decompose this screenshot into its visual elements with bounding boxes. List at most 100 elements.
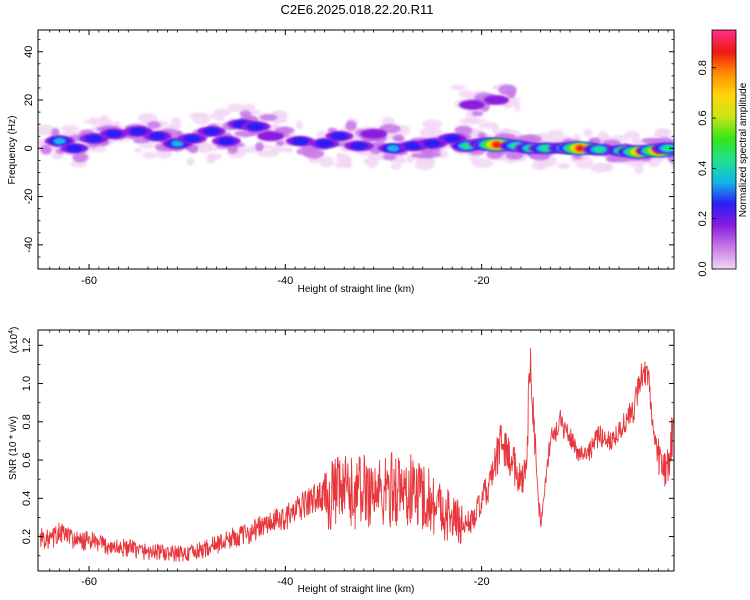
heatmap-contour <box>247 122 265 131</box>
x-tick-label: -40 <box>277 576 293 588</box>
heatmap-marks <box>38 83 684 175</box>
heatmap-contour <box>423 139 442 148</box>
heatmap-halo <box>214 111 226 122</box>
heatmap-halo <box>437 149 448 159</box>
heatmap-halo <box>345 120 357 131</box>
colorbar-tick-label: 0.4 <box>697 161 709 176</box>
y-tick-label: 0.8 <box>21 414 33 429</box>
heatmap-halo <box>142 151 159 159</box>
heatmap-halo <box>544 160 551 166</box>
heatmap-halo <box>590 163 611 173</box>
heatmap-halo <box>514 101 521 112</box>
heatmap-contour <box>539 145 552 152</box>
snr-x-ticks: -60 -40 -20 <box>49 330 669 588</box>
colorbar-tick-label: 0.6 <box>697 110 709 125</box>
heatmap-halo <box>634 162 644 175</box>
heatmap-halo <box>318 156 334 168</box>
heatmap-halo <box>295 120 303 130</box>
heatmap-halo <box>506 89 516 99</box>
heatmap-halo <box>429 128 443 137</box>
chart-title: C2E6.2025.018.22.20.R11 <box>281 2 434 17</box>
y-tick-label: 1.0 <box>21 376 33 391</box>
heatmap-contour <box>217 137 236 146</box>
heatmap-contour <box>330 132 348 140</box>
y-tick-label: 0.6 <box>21 452 33 467</box>
heatmap-contour <box>492 141 500 148</box>
x-tick-label: -20 <box>474 275 490 287</box>
y-tick-label: 0 <box>23 145 35 151</box>
heatmap-halo <box>450 84 466 91</box>
y-tick-label: 20 <box>23 94 35 106</box>
heatmap-halo <box>472 158 494 168</box>
spectrogram-x-ticks: -60 -40 -20 <box>49 30 669 287</box>
x-tick-label: -60 <box>81 275 97 287</box>
heatmap-contour <box>662 145 674 152</box>
heatmap-halo <box>186 157 195 166</box>
spectrogram-y-axis-label: Frequency (Hz) <box>7 116 18 185</box>
x-tick-label: -20 <box>474 576 490 588</box>
y-tick-label: 1.2 <box>21 338 33 353</box>
heatmap-halo <box>197 142 213 154</box>
heatmap-contour <box>171 140 184 147</box>
snr-frame <box>37 329 675 572</box>
colorbar-ticks: 0.0 0.2 0.4 0.6 0.8 <box>697 60 716 277</box>
heatmap-halo <box>51 127 60 139</box>
spectrogram-x-axis-label: Height of straight line (km) <box>298 284 415 295</box>
spectrogram-panel: -60 -40 -20 -40 -20 0 20 40 Height of straight… <box>7 29 684 295</box>
heatmap-halo <box>575 157 594 169</box>
colorbar-frame <box>711 29 737 270</box>
heatmap-contour <box>129 127 147 136</box>
heatmap-contour <box>65 144 83 153</box>
y-tick-label: 40 <box>23 46 35 58</box>
spectrogram-frame <box>37 29 675 270</box>
heatmap-halo <box>478 121 499 129</box>
heatmap-halo <box>72 152 88 163</box>
spectrogram-y-ticks: -40 -20 0 20 40 <box>23 39 674 258</box>
heatmap-halo <box>270 146 282 154</box>
heatmap-halo <box>583 128 594 138</box>
heatmap-contour <box>404 142 422 150</box>
heatmap-halo <box>188 112 208 119</box>
heatmap-contour <box>53 137 66 145</box>
heatmap-halo <box>557 162 571 170</box>
heatmap-contour <box>105 130 122 138</box>
x-tick-label: -40 <box>277 275 293 287</box>
heatmap-halo <box>40 144 52 155</box>
heatmap-halo <box>333 161 352 169</box>
heatmap-halo <box>206 153 217 164</box>
heatmap-halo <box>255 141 264 152</box>
heatmap-contour <box>483 95 509 105</box>
colorbar-tick-label: 0.8 <box>697 60 709 75</box>
heatmap-halo <box>280 127 290 136</box>
heatmap-halo <box>189 144 198 151</box>
heatmap-halo <box>147 121 161 129</box>
heatmap-halo <box>227 103 246 113</box>
heatmap-contour <box>459 99 485 110</box>
heatmap-halo <box>366 156 378 169</box>
snr-y-scale-exponent: 4 <box>8 330 15 334</box>
heatmap-contour <box>85 134 103 143</box>
heatmap-halo <box>511 97 521 102</box>
heatmap-contour <box>386 144 400 152</box>
colorbar-tick-label: 0.2 <box>697 211 709 226</box>
heatmap-halo <box>677 141 684 151</box>
heatmap-halo <box>382 153 397 161</box>
heatmap-halo <box>316 130 328 139</box>
heatmap-halo <box>548 130 562 136</box>
heatmap-halo <box>471 110 484 117</box>
snr-panel: -60 -40 -20 0.2 0.4 0.6 0.8 1.0 1.2 Height of s… <box>8 327 675 595</box>
colorbar-tick-label: 0.0 <box>697 261 709 276</box>
heatmap-halo <box>422 119 443 130</box>
heatmap-halo <box>208 113 218 119</box>
heatmap-halo <box>537 160 545 170</box>
heatmap-halo <box>170 117 182 130</box>
heatmap-halo <box>672 163 674 170</box>
heatmap-halo <box>655 128 672 136</box>
y-tick-label: 0.4 <box>21 491 33 506</box>
heatmap-contour <box>291 137 309 146</box>
heatmap-halo <box>70 160 88 168</box>
heatmap-halo <box>647 158 661 168</box>
heatmap-halo <box>477 132 487 140</box>
snr-series-line <box>39 347 674 563</box>
